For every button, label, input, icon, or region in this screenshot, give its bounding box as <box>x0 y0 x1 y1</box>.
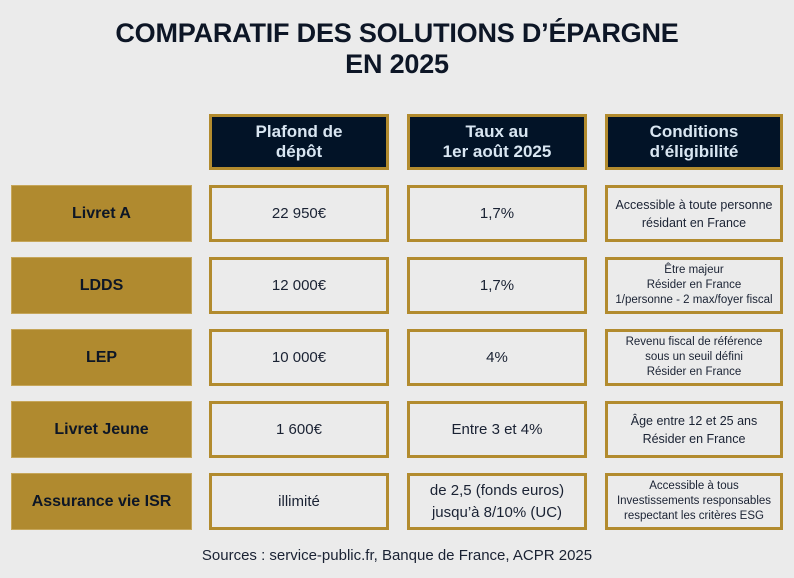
page-title: COMPARATIF DES SOLUTIONS D’ÉPARGNE EN 20… <box>0 18 794 80</box>
condition-line: Revenu fiscal de référence <box>625 336 763 348</box>
condition-line: Résider en France <box>642 431 746 446</box>
condition-line: sous un seuil défini <box>645 351 743 363</box>
condition-line: Investissements responsables <box>616 495 772 507</box>
condition-line: 1/personne - 2 max/foyer fiscal <box>615 294 773 306</box>
condition-line: respectant les critères ESG <box>624 510 764 522</box>
cell-taux-assurance-vie-isr: de 2,5 (fonds euros) jusqu’à 8/10% (UC) <box>407 473 587 530</box>
row-label-assurance-vie-isr: Assurance vie ISR <box>11 473 192 530</box>
plafond-value: illimité <box>278 492 320 510</box>
cell-taux-lep: 4% <box>407 329 587 386</box>
cell-taux-livret-jeune: Entre 3 et 4% <box>407 401 587 458</box>
cell-plafond-livret-a: 22 950€ <box>209 185 389 242</box>
plafond-value: 1 600€ <box>276 420 322 438</box>
row-label-ldds: LDDS <box>11 257 192 314</box>
condition-line: Résider en France <box>646 279 742 291</box>
cell-plafond-ldds: 12 000€ <box>209 257 389 314</box>
cell-plafond-livret-jeune: 1 600€ <box>209 401 389 458</box>
cell-conditions-ldds: Être majeur Résider en France 1/personne… <box>605 257 783 314</box>
cell-conditions-assurance-vie-isr: Accessible à tous Investissements respon… <box>605 473 783 530</box>
header-conditions: Conditions d’éligibilité <box>605 114 783 170</box>
row-label-livret-jeune: Livret Jeune <box>11 401 192 458</box>
taux-value: 1,7% <box>479 204 515 222</box>
sources-footnote: Sources : service-public.fr, Banque de F… <box>201 547 593 564</box>
taux-value: de 2,5 (fonds euros) <box>429 481 565 499</box>
plafond-value: 10 000€ <box>271 348 327 366</box>
taux-value: Entre 3 et 4% <box>451 420 543 438</box>
taux-value: 4% <box>486 348 508 366</box>
plafond-value: 22 950€ <box>271 204 327 222</box>
title-line-2: EN 2025 <box>345 49 449 79</box>
cell-plafond-assurance-vie-isr: illimité <box>209 473 389 530</box>
cell-taux-ldds: 1,7% <box>407 257 587 314</box>
plafond-value: 12 000€ <box>271 276 327 294</box>
row-label-livret-a: Livret A <box>11 185 192 242</box>
header-plafond-line2: dépôt <box>275 142 323 161</box>
header-taux: Taux au 1er août 2025 <box>407 114 587 170</box>
cell-taux-livret-a: 1,7% <box>407 185 587 242</box>
row-label-lep: LEP <box>11 329 192 386</box>
cell-plafond-lep: 10 000€ <box>209 329 389 386</box>
condition-line: Âge entre 12 et 25 ans <box>630 413 758 428</box>
cell-conditions-livret-jeune: Âge entre 12 et 25 ans Résider en France <box>605 401 783 458</box>
taux-value: jusqu’à 8/10% (UC) <box>431 503 563 521</box>
condition-line: résidant en France <box>641 215 747 230</box>
header-plafond-line1: Plafond de <box>255 122 343 141</box>
cell-conditions-lep: Revenu fiscal de référence sous un seuil… <box>605 329 783 386</box>
header-plafond: Plafond de dépôt <box>209 114 389 170</box>
header-taux-line1: Taux au <box>465 122 529 141</box>
header-taux-line2: 1er août 2025 <box>442 142 552 161</box>
title-line-1: COMPARATIF DES SOLUTIONS D’ÉPARGNE <box>115 18 679 48</box>
header-conditions-line2: d’éligibilité <box>649 142 739 161</box>
condition-line: Résider en France <box>646 366 742 378</box>
taux-value: 1,7% <box>479 276 515 294</box>
condition-line: Accessible à tous <box>649 480 739 492</box>
condition-line: Accessible à toute personne <box>615 197 773 212</box>
cell-conditions-livret-a: Accessible à toute personne résidant en … <box>605 185 783 242</box>
condition-line: Être majeur <box>664 264 724 276</box>
header-conditions-line1: Conditions <box>649 122 739 141</box>
